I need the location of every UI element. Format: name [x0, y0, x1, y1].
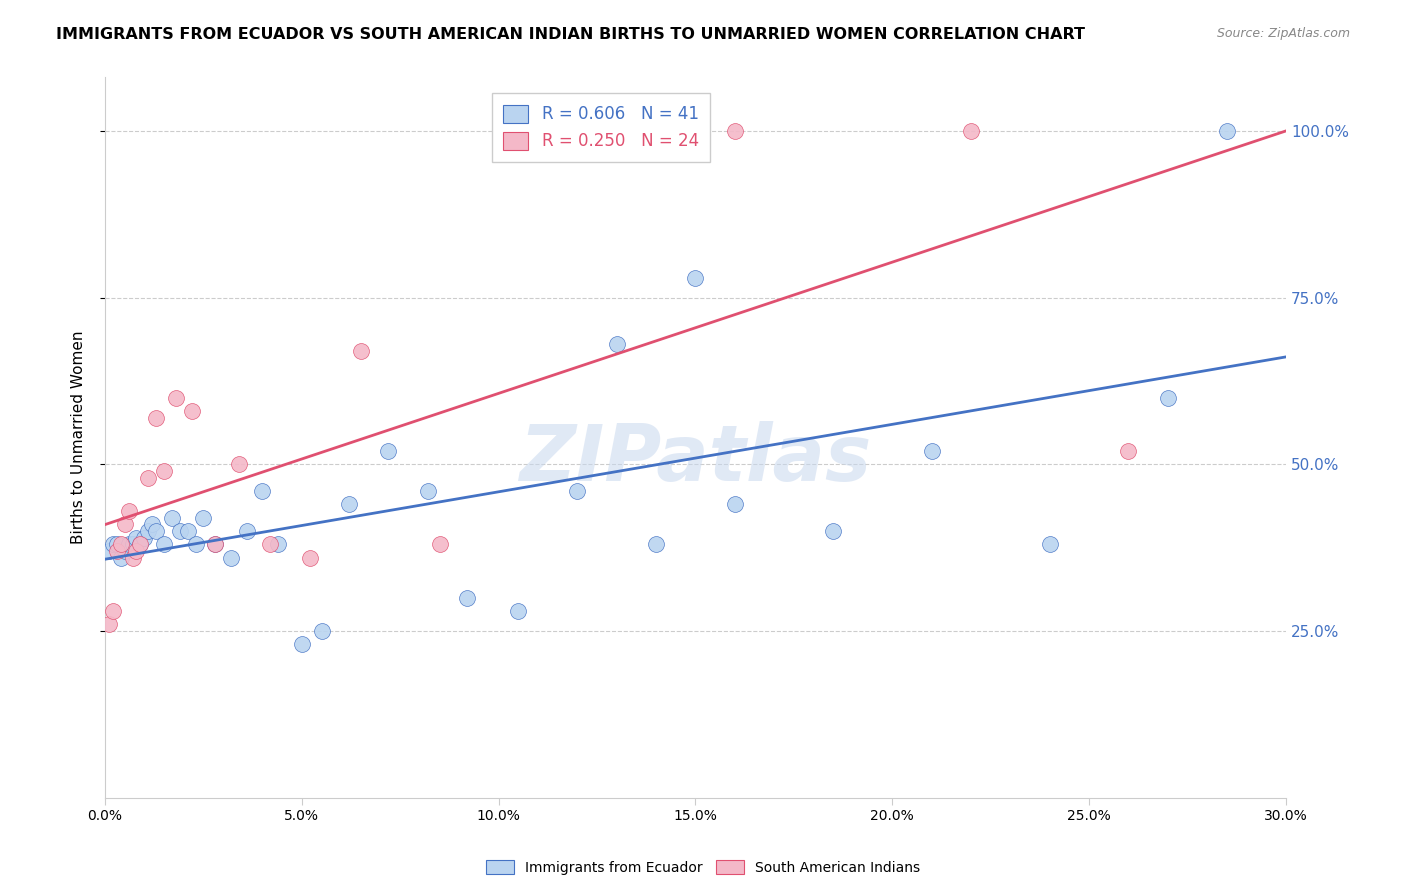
- Point: [160, 510, 183, 524]
- Point: [129, 537, 152, 551]
- Point: [136, 524, 159, 538]
- Point: [291, 637, 314, 651]
- Point: [114, 517, 136, 532]
- Point: [145, 410, 167, 425]
- Point: [180, 404, 202, 418]
- Point: [125, 531, 148, 545]
- Point: [105, 537, 128, 551]
- Point: [1157, 391, 1180, 405]
- Point: [416, 483, 439, 498]
- Text: ZIPatlas: ZIPatlas: [519, 421, 872, 497]
- Point: [337, 497, 360, 511]
- Point: [1039, 537, 1062, 551]
- Point: [110, 550, 132, 565]
- Point: [153, 464, 176, 478]
- Point: [606, 337, 628, 351]
- Point: [377, 443, 399, 458]
- Point: [685, 270, 707, 285]
- Point: [298, 550, 321, 565]
- Point: [204, 537, 226, 551]
- Point: [184, 537, 207, 551]
- Point: [97, 617, 120, 632]
- Point: [125, 544, 148, 558]
- Point: [527, 124, 550, 138]
- Point: [252, 483, 274, 498]
- Legend: R = 0.606   N = 41, R = 0.250   N = 24: R = 0.606 N = 41, R = 0.250 N = 24: [492, 93, 710, 162]
- Point: [165, 391, 187, 405]
- Point: [204, 537, 226, 551]
- Point: [193, 510, 215, 524]
- Point: [121, 550, 143, 565]
- Point: [121, 537, 143, 551]
- Point: [567, 483, 589, 498]
- Point: [235, 524, 257, 538]
- Point: [145, 524, 167, 538]
- Point: [1216, 124, 1239, 138]
- Point: [724, 124, 747, 138]
- Point: [228, 457, 250, 471]
- Point: [311, 624, 333, 638]
- Point: [1118, 443, 1140, 458]
- Point: [153, 537, 176, 551]
- Point: [429, 537, 451, 551]
- Point: [117, 537, 139, 551]
- Point: [259, 537, 281, 551]
- Text: Source: ZipAtlas.com: Source: ZipAtlas.com: [1216, 27, 1350, 40]
- Point: [267, 537, 290, 551]
- Legend: Immigrants from Ecuador, South American Indians: Immigrants from Ecuador, South American …: [481, 855, 925, 880]
- Point: [129, 537, 152, 551]
- Point: [141, 517, 163, 532]
- Point: [350, 343, 373, 358]
- Point: [823, 524, 845, 538]
- Point: [219, 550, 242, 565]
- Point: [645, 537, 668, 551]
- Point: [136, 470, 159, 484]
- Point: [176, 524, 198, 538]
- Point: [97, 544, 120, 558]
- Text: IMMIGRANTS FROM ECUADOR VS SOUTH AMERICAN INDIAN BIRTHS TO UNMARRIED WOMEN CORRE: IMMIGRANTS FROM ECUADOR VS SOUTH AMERICA…: [56, 27, 1085, 42]
- Y-axis label: Births to Unmarried Women: Births to Unmarried Women: [72, 331, 86, 544]
- Point: [134, 531, 156, 545]
- Point: [456, 591, 478, 605]
- Point: [114, 544, 136, 558]
- Point: [724, 497, 747, 511]
- Point: [508, 604, 530, 618]
- Point: [105, 544, 128, 558]
- Point: [101, 537, 124, 551]
- Point: [117, 504, 139, 518]
- Point: [921, 443, 943, 458]
- Point: [960, 124, 983, 138]
- Point: [101, 604, 124, 618]
- Point: [169, 524, 191, 538]
- Point: [110, 537, 132, 551]
